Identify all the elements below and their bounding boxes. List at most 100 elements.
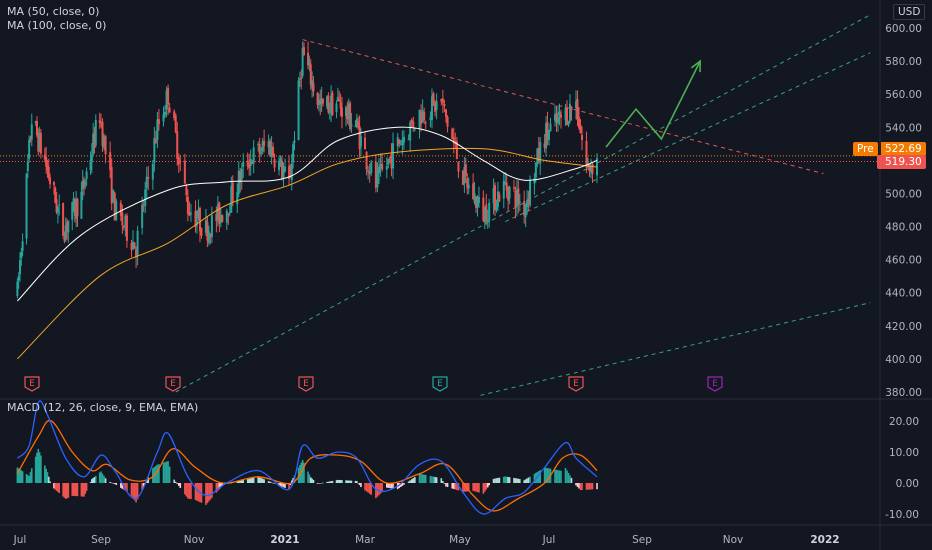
macd-histogram-bar <box>167 461 169 483</box>
candle-body <box>209 234 212 237</box>
candle-body <box>73 200 76 216</box>
macd-histogram-bar <box>543 467 546 483</box>
candle-body <box>54 187 57 203</box>
macd-histogram-bar <box>507 476 509 483</box>
macd-histogram-bar <box>63 483 66 498</box>
time-tick-label: Nov <box>184 534 205 546</box>
macd-histogram-bar <box>147 477 150 483</box>
macd-histogram-bar <box>335 480 338 483</box>
candle-body <box>237 170 240 194</box>
macd-histogram-bar <box>331 480 334 483</box>
macd-histogram-bar <box>176 483 179 484</box>
macd-histogram-bar <box>104 478 107 483</box>
candle-body <box>55 199 58 213</box>
macd-histogram-bar <box>446 483 449 488</box>
macd-histogram-bar <box>566 470 568 483</box>
candle-body <box>545 123 548 149</box>
macd-histogram-bar <box>194 483 197 501</box>
macd-histogram-bar <box>158 464 160 483</box>
macd-histogram-bar <box>133 483 136 501</box>
macd-histogram-bar <box>57 483 59 492</box>
candle-body <box>590 168 592 173</box>
macd-histogram-bar <box>34 456 37 483</box>
candle-body <box>62 202 65 236</box>
candle-body <box>585 140 588 168</box>
earnings-label: E <box>170 379 176 389</box>
macd-histogram-bar <box>570 477 573 483</box>
macd-histogram-bar <box>357 483 360 484</box>
macd-histogram-bar <box>407 481 410 483</box>
macd-histogram-bar <box>533 473 536 483</box>
macd-histogram-bar <box>132 483 134 499</box>
macd-histogram-bar <box>46 472 49 483</box>
legend-ma50[interactable]: MA (50, close, 0) <box>7 5 100 18</box>
macd-histogram-bar <box>240 480 243 483</box>
candle-body <box>151 163 154 180</box>
macd-histogram-bar <box>260 478 262 483</box>
candle-body <box>504 182 507 184</box>
candle-body <box>251 161 254 164</box>
candle-body <box>167 87 170 105</box>
macd-histogram-bar <box>115 483 118 485</box>
candle-body <box>512 187 515 189</box>
candle-body <box>174 115 177 133</box>
macd-histogram-bar <box>312 479 315 483</box>
time-tick-label: 2022 <box>810 534 839 546</box>
macd-histogram-bar <box>564 468 567 483</box>
candle-body <box>168 107 171 113</box>
macd-histogram-bar <box>389 483 391 489</box>
time-tick-label: May <box>449 534 471 546</box>
candle-body <box>378 166 381 174</box>
candle-body <box>385 166 388 170</box>
macd-histogram-bar <box>494 478 496 483</box>
candle-body <box>121 212 124 226</box>
currency-badge[interactable]: USD <box>893 4 926 20</box>
macd-histogram-bar <box>341 480 343 483</box>
candle-body <box>145 176 148 188</box>
time-tick-label: Sep <box>632 534 652 546</box>
candle-body <box>410 119 413 124</box>
macd-histogram-bar <box>164 462 166 483</box>
macd-histogram-bar <box>279 483 282 487</box>
macd-histogram-bar <box>53 483 55 489</box>
macd-histogram-bar <box>58 483 60 494</box>
candle-body <box>153 137 156 163</box>
macd-histogram-bar <box>308 474 311 483</box>
earnings-label: E <box>29 379 35 389</box>
macd-histogram-bar <box>567 472 570 483</box>
candle-body <box>434 101 437 112</box>
macd-histogram-bar <box>30 468 33 483</box>
macd-histogram-bar <box>502 476 505 483</box>
macd-histogram-bar <box>237 481 240 483</box>
candle-body <box>110 167 113 204</box>
candle-body <box>579 124 582 134</box>
macd-histogram-bar <box>36 452 38 483</box>
trendlines <box>0 14 880 396</box>
macd-histogram-bar <box>246 479 249 483</box>
candle-body <box>135 249 138 258</box>
macd-histogram-bar <box>318 483 320 484</box>
candle-body <box>100 122 102 124</box>
macd-histogram-bar <box>379 483 382 494</box>
candle-body <box>354 126 357 128</box>
candle-body <box>543 143 546 148</box>
macd-histogram-bar <box>113 483 116 485</box>
candle-body <box>164 111 167 116</box>
candle-body <box>390 154 393 169</box>
candle-body <box>38 132 41 151</box>
macd-histogram-bar <box>516 478 518 483</box>
legend-macd[interactable]: MACD (12, 26, close, 9, EMA, EMA) <box>7 401 199 414</box>
macd-histogram-bar <box>177 483 180 486</box>
macd-histogram-bar <box>100 471 102 483</box>
macd-histogram-bar <box>554 469 556 483</box>
macd-histogram-bar <box>94 475 97 483</box>
pre-price-tag: Pre <box>853 142 878 156</box>
candle-body <box>407 139 410 141</box>
macd-histogram-bar <box>267 481 270 483</box>
candle-body <box>358 125 361 149</box>
legend-ma100[interactable]: MA (100, close, 0) <box>7 19 107 32</box>
macd-histogram-bar <box>311 478 313 483</box>
macd-histogram-bar <box>440 478 443 483</box>
macd-histogram-bar <box>27 475 29 483</box>
